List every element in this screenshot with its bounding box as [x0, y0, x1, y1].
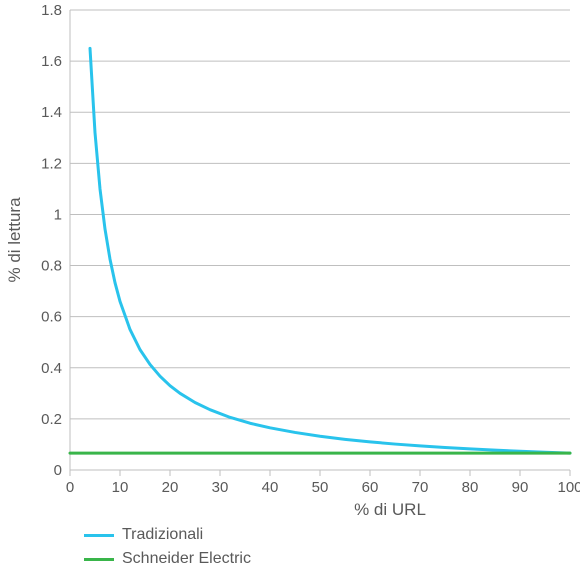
y-tick-label: 1.4 [41, 104, 62, 121]
x-axis-label: % di URL [354, 500, 426, 519]
x-tick-label: 0 [66, 479, 74, 496]
x-tick-label: 80 [462, 479, 479, 496]
x-tick-label: 90 [512, 479, 529, 496]
x-tick-label: 50 [312, 479, 329, 496]
y-tick-label: 1 [54, 206, 62, 223]
line-chart: 0 0.2 0.4 0.6 0.8 1 1.2 1.4 1.6 1.8 0 10 20 30 40 50 60 7… [0, 0, 580, 577]
x-tick-label: 70 [412, 479, 429, 496]
y-tick-label: 0.2 [41, 411, 62, 428]
y-tick-label: 0.6 [41, 309, 62, 326]
legend-item-schneider: Schneider Electric [84, 550, 251, 568]
x-tick-label: 30 [212, 479, 229, 496]
legend-item-tradizionali: Tradizionali [84, 526, 203, 544]
x-tick-label: 100 [557, 479, 580, 496]
y-axis-label: % di lettura [5, 197, 24, 283]
y-tick-label: 1.6 [41, 53, 62, 70]
legend-swatch-schneider [84, 558, 114, 561]
legend-swatch-tradizionali [84, 534, 114, 537]
chart-container: 0 0.2 0.4 0.6 0.8 1 1.2 1.4 1.6 1.8 0 10 20 30 40 50 60 7… [0, 0, 580, 577]
y-tick-label: 1.8 [41, 2, 62, 19]
y-tick-label: 0 [54, 462, 62, 479]
y-tick-label: 0.4 [41, 360, 62, 377]
legend-label: Tradizionali [122, 526, 203, 544]
x-tick-label: 20 [162, 479, 179, 496]
y-tick-label: 0.8 [41, 258, 62, 275]
x-tick-label: 40 [262, 479, 279, 496]
x-tick-label: 10 [112, 479, 129, 496]
y-tick-label: 1.2 [41, 155, 62, 172]
legend-label: Schneider Electric [122, 550, 251, 568]
x-tick-label: 60 [362, 479, 379, 496]
